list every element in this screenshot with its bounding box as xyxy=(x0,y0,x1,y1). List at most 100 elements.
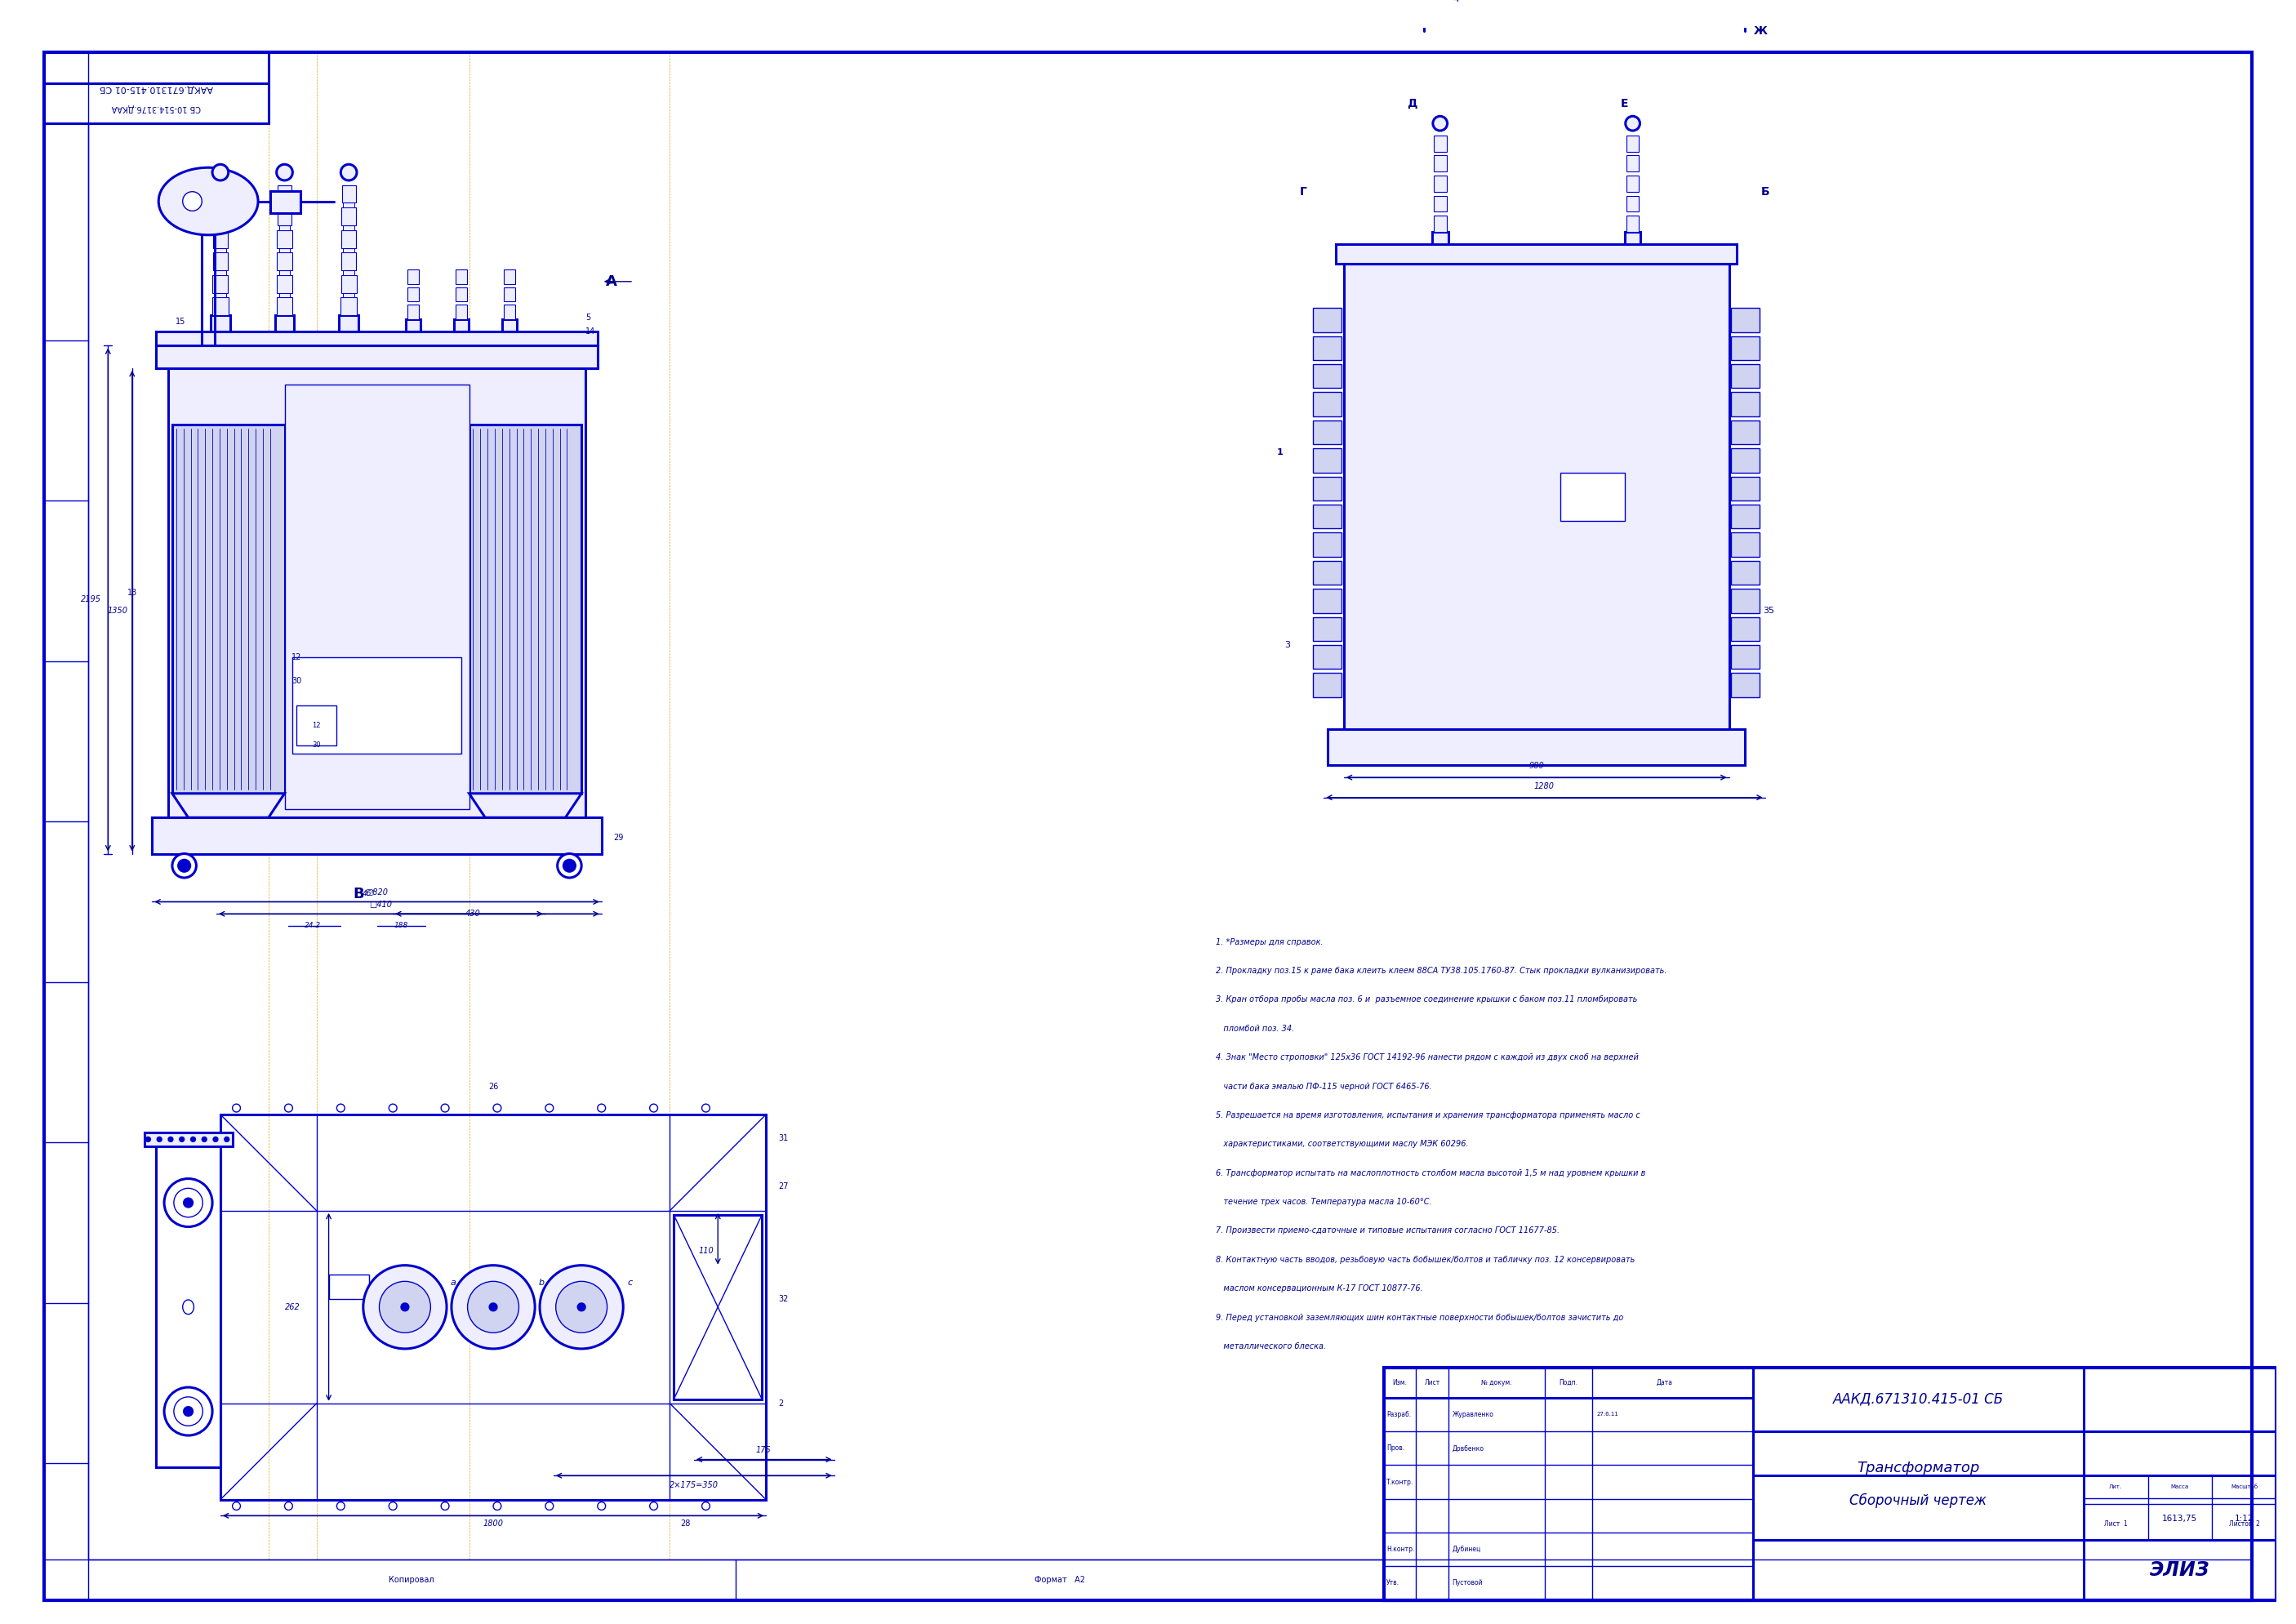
Text: Разраб.: Разраб. xyxy=(1387,1411,1412,1418)
Text: 1: 1 xyxy=(1277,448,1283,456)
Bar xyxy=(278,248,289,253)
Ellipse shape xyxy=(158,167,257,235)
Bar xyxy=(1313,393,1341,416)
Bar xyxy=(503,270,514,284)
Text: 13: 13 xyxy=(126,590,138,598)
Bar xyxy=(1313,505,1341,529)
Bar xyxy=(1626,232,1642,244)
Text: Д: Д xyxy=(1407,97,1417,109)
Bar xyxy=(1731,364,1759,388)
Bar xyxy=(278,253,292,270)
Text: 1. *Размеры для справок.: 1. *Размеры для справок. xyxy=(1215,937,1322,947)
Bar xyxy=(342,203,354,208)
Bar xyxy=(1433,156,1446,172)
Bar xyxy=(214,185,227,203)
Bar xyxy=(342,208,356,226)
Bar xyxy=(503,287,514,302)
Text: 30: 30 xyxy=(312,742,321,749)
Text: 5: 5 xyxy=(585,313,590,322)
Text: 4: 4 xyxy=(1453,0,1460,5)
Text: 188: 188 xyxy=(395,922,409,929)
Bar xyxy=(455,287,466,302)
Bar xyxy=(220,1114,767,1499)
Circle shape xyxy=(363,1265,448,1350)
Bar xyxy=(271,192,301,213)
Text: 980: 980 xyxy=(1529,762,1543,770)
Circle shape xyxy=(174,1189,202,1216)
Text: 35: 35 xyxy=(1763,606,1775,614)
Bar xyxy=(278,208,292,226)
Bar xyxy=(1313,309,1341,331)
Bar xyxy=(1731,590,1759,612)
Text: Довбенко: Довбенко xyxy=(1451,1445,1483,1452)
Bar xyxy=(328,1275,370,1299)
Bar xyxy=(156,331,597,346)
Bar xyxy=(296,705,338,745)
Text: Изм.: Изм. xyxy=(1394,1379,1407,1387)
Text: 6. Трансформатор испытать на маслоплотность столбом масла высотой 1,5 м над уров: 6. Трансформатор испытать на маслоплотно… xyxy=(1215,1169,1646,1177)
Circle shape xyxy=(184,1199,193,1208)
Text: 3: 3 xyxy=(1286,641,1290,650)
Text: 8. Контактную часть вводов, резьбовую часть бобышек/болтов и табличку поз. 12 ко: 8. Контактную часть вводов, резьбовую ча… xyxy=(1215,1255,1635,1263)
Text: 31: 31 xyxy=(778,1135,788,1143)
Bar xyxy=(468,424,581,794)
Text: Дубинец: Дубинец xyxy=(1451,1546,1481,1553)
Bar xyxy=(1731,505,1759,529)
Circle shape xyxy=(402,1302,409,1311)
Bar xyxy=(1313,448,1341,473)
Bar xyxy=(1433,175,1446,192)
Text: 29: 29 xyxy=(613,833,625,841)
Text: Сборочный чертеж: Сборочный чертеж xyxy=(1851,1492,1986,1507)
Bar xyxy=(1384,1367,1754,1600)
Text: 3. Кран отбора пробы масла поз. 6 и  разъемное соединение крышки с баком поз.11 : 3. Кран отбора пробы масла поз. 6 и разъ… xyxy=(1215,996,1637,1004)
Text: Лист  1: Лист 1 xyxy=(2103,1520,2128,1527)
Text: металлического блеска.: металлического блеска. xyxy=(1215,1343,1325,1351)
Text: Ж: Ж xyxy=(1754,26,1768,37)
Text: № докум.: № докум. xyxy=(1481,1379,1511,1387)
Bar xyxy=(1327,729,1745,765)
Text: 27: 27 xyxy=(778,1182,788,1190)
Text: Формат   А2: Формат А2 xyxy=(1035,1575,1086,1583)
Text: Пров.: Пров. xyxy=(1387,1445,1405,1452)
Text: течение трех часов. Температура масла 10-60°С.: течение трех часов. Температура масла 10… xyxy=(1215,1199,1430,1207)
Bar xyxy=(214,274,227,292)
Text: пломбой поз. 34.: пломбой поз. 34. xyxy=(1215,1025,1295,1033)
Circle shape xyxy=(225,1137,230,1142)
Text: 1280: 1280 xyxy=(1534,783,1554,791)
Text: 27.6.11: 27.6.11 xyxy=(1596,1413,1619,1418)
Text: маслом консервационным К-17 ГОСТ 10877-76.: маслом консервационным К-17 ГОСТ 10877-7… xyxy=(1215,1285,1424,1293)
Bar xyxy=(172,424,285,794)
Bar xyxy=(1313,590,1341,612)
Circle shape xyxy=(165,1387,211,1436)
Circle shape xyxy=(184,1406,193,1416)
Circle shape xyxy=(556,1281,606,1333)
Bar xyxy=(1626,175,1639,192)
Bar xyxy=(1343,263,1729,729)
Bar xyxy=(278,231,292,248)
Text: □410: □410 xyxy=(370,901,393,909)
Bar xyxy=(342,292,354,297)
Bar xyxy=(214,253,227,270)
Circle shape xyxy=(579,1302,585,1311)
Bar xyxy=(455,320,468,331)
Text: ААКД.671310.415-01 СБ: ААКД.671310.415-01 СБ xyxy=(99,84,214,93)
Bar xyxy=(1313,645,1341,669)
Text: 262: 262 xyxy=(285,1302,301,1311)
Bar xyxy=(340,297,356,315)
Circle shape xyxy=(191,1137,195,1142)
Text: b: b xyxy=(540,1278,544,1288)
Bar xyxy=(1313,672,1341,697)
Text: 1350: 1350 xyxy=(108,607,129,615)
Text: Трансформатор: Трансформатор xyxy=(1857,1462,1979,1476)
Ellipse shape xyxy=(184,1299,193,1314)
Bar xyxy=(340,315,358,331)
Bar xyxy=(1561,473,1626,521)
Bar xyxy=(1313,533,1341,557)
Bar xyxy=(1336,244,1738,263)
Text: 9. Перед установкой заземляющих шин контактные поверхности бобышек/болтов зачист: 9. Перед установкой заземляющих шин конт… xyxy=(1215,1314,1623,1322)
Text: части бака эмалью ПФ-115 черной ГОСТ 6465-76.: части бака эмалью ПФ-115 черной ГОСТ 646… xyxy=(1215,1082,1433,1090)
Text: 12: 12 xyxy=(312,721,321,729)
Text: Т.контр.: Т.контр. xyxy=(1387,1478,1414,1486)
Bar xyxy=(1433,195,1446,211)
Bar xyxy=(211,315,230,331)
